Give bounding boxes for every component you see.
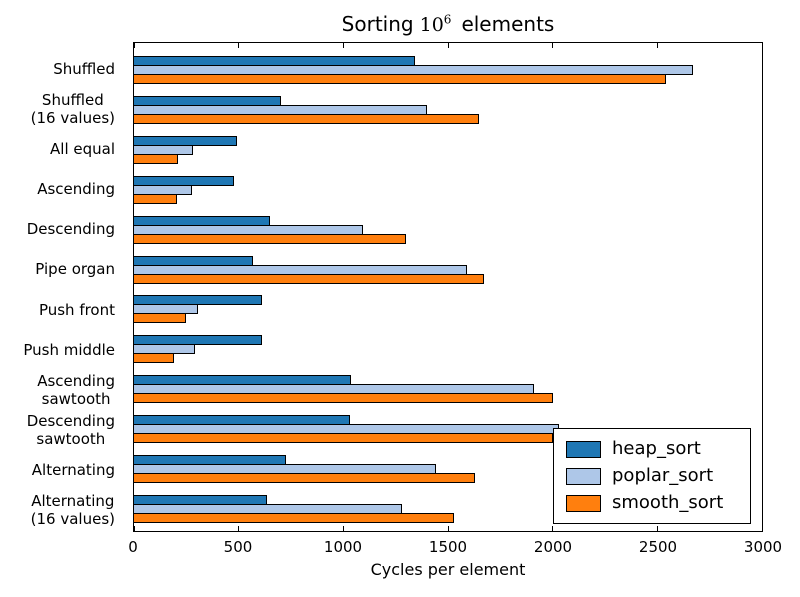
y-label: Ascending	[37, 180, 115, 199]
x-tick-label: 2000	[533, 538, 573, 556]
y-label-row: Push front	[0, 289, 124, 329]
legend-swatch-smooth_sort	[566, 494, 601, 512]
legend-entry-poplar_sort: poplar_sort	[566, 467, 738, 485]
x-tick-mark	[761, 43, 763, 48]
x-axis-label: Cycles per element	[370, 560, 526, 579]
y-label-row: Ascending	[0, 169, 124, 209]
bar-group	[134, 90, 762, 130]
bars-container	[134, 43, 762, 531]
legend-label: heap_sort	[612, 438, 701, 459]
x-tick-mark	[342, 526, 344, 531]
legend-label: poplar_sort	[612, 465, 714, 486]
x-tick-mark	[238, 43, 240, 48]
y-label: Push front	[38, 300, 115, 319]
bar-smooth_sort	[134, 113, 480, 124]
y-label-row: Alternating	[0, 450, 124, 490]
bar-heap_sort	[134, 295, 262, 306]
bar-smooth_sort	[134, 433, 553, 444]
x-tick-mark	[656, 43, 658, 48]
bar-group	[134, 130, 762, 170]
x-tick-mark	[656, 526, 658, 531]
bar-group	[134, 250, 762, 290]
legend-label: smooth_sort	[612, 492, 724, 513]
y-label: Ascending sawtooth	[37, 371, 115, 408]
x-tick-mark	[552, 526, 554, 531]
x-tick-mark	[238, 526, 240, 531]
bar-smooth_sort	[134, 473, 476, 484]
bar-group	[134, 170, 762, 210]
y-label: Alternating	[31, 460, 115, 479]
legend: heap_sort poplar_sort smooth_sort	[553, 428, 751, 524]
y-label: Shuffled	[53, 60, 115, 79]
chart-title-prefix: Sorting	[341, 12, 414, 36]
y-label: All equal	[50, 140, 115, 159]
bar-smooth_sort	[134, 193, 177, 204]
x-tick-mark	[133, 43, 135, 48]
bar-group	[134, 50, 762, 90]
x-tick-label: 3000	[743, 538, 783, 556]
bar-group	[134, 290, 762, 330]
bar-smooth_sort	[134, 73, 666, 84]
x-tick-mark	[447, 43, 449, 48]
y-label-row: Descending sawtooth	[0, 410, 124, 450]
chart-title-math: 106	[419, 12, 452, 36]
x-tick-mark	[552, 43, 554, 48]
y-label-row: Pipe organ	[0, 249, 124, 289]
legend-swatch-heap_sort	[566, 440, 601, 458]
legend-entry-heap_sort: heap_sort	[566, 440, 738, 458]
y-label: Shuffled (16 values)	[30, 91, 115, 128]
bar-group	[134, 489, 762, 529]
bar-group	[134, 369, 762, 409]
bar-group	[134, 210, 762, 250]
y-label: Descending sawtooth	[26, 411, 115, 448]
y-label-row: Push middle	[0, 330, 124, 370]
plot-area: heap_sort poplar_sort smooth_sort	[133, 42, 763, 532]
bar-group	[134, 449, 762, 489]
legend-entry-smooth_sort: smooth_sort	[566, 494, 738, 512]
y-axis-labels: Shuffled Shuffled (16 values) All equal Asc…	[0, 42, 124, 532]
x-tick-mark	[447, 526, 449, 531]
chart-title: Sorting 106 elements	[133, 12, 763, 36]
bar-smooth_sort	[134, 233, 407, 244]
bar-group	[134, 329, 762, 369]
bar-smooth_sort	[134, 393, 553, 404]
x-tick-mark	[133, 526, 135, 531]
y-label: Pipe organ	[35, 260, 115, 279]
y-label-row: All equal	[0, 129, 124, 169]
y-label: Alternating (16 values)	[30, 491, 115, 528]
x-tick-label: 2500	[638, 538, 678, 556]
y-label-row: Shuffled (16 values)	[0, 89, 124, 129]
y-label-row: Alternating (16 values)	[0, 490, 124, 530]
x-tick-mark	[761, 526, 763, 531]
y-label-row: Descending	[0, 209, 124, 249]
x-tick-label: 500	[223, 538, 253, 556]
bar-smooth_sort	[134, 353, 174, 364]
y-label: Push middle	[23, 340, 115, 359]
y-label-row: Ascending sawtooth	[0, 370, 124, 410]
bar-smooth_sort	[134, 513, 455, 524]
x-tick-mark	[342, 43, 344, 48]
x-axis-tick-labels: 0 500 1000 1500 2000 2500 3000	[128, 538, 782, 558]
chart-title-suffix: elements	[461, 12, 555, 36]
bar-heap_sort	[134, 335, 262, 346]
y-label-row: Shuffled	[0, 49, 124, 89]
x-tick-label: 1500	[428, 538, 468, 556]
x-tick-label: 0	[128, 538, 138, 556]
bar-smooth_sort	[134, 273, 484, 284]
x-tick-label: 1000	[323, 538, 363, 556]
y-label: Descending	[26, 220, 115, 239]
bar-smooth_sort	[134, 153, 178, 164]
legend-swatch-poplar_sort	[566, 467, 601, 485]
bar-group	[134, 409, 762, 449]
bar-smooth_sort	[134, 313, 187, 324]
